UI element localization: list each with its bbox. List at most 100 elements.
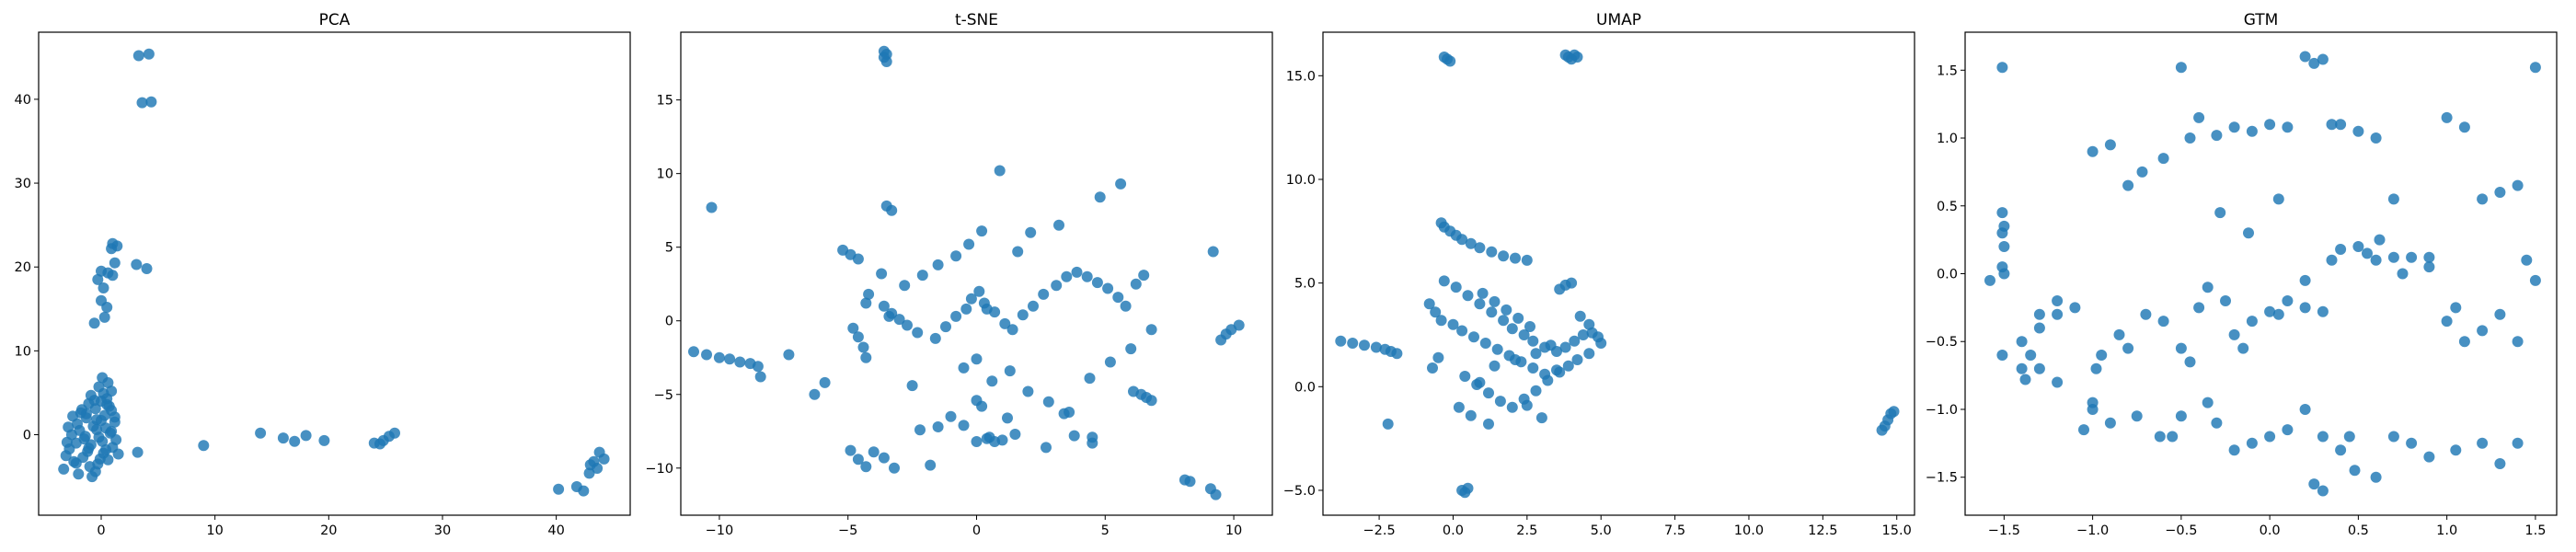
data-point bbox=[1138, 270, 1150, 282]
data-point bbox=[986, 375, 998, 387]
data-point bbox=[2458, 336, 2470, 348]
x-tick-label: 10 bbox=[206, 523, 223, 538]
data-point bbox=[2131, 410, 2143, 422]
data-point bbox=[1430, 306, 1442, 318]
data-point bbox=[1042, 396, 1054, 408]
points-layer bbox=[58, 48, 610, 497]
data-point bbox=[1004, 365, 1016, 377]
data-point bbox=[2335, 244, 2347, 255]
data-point bbox=[2211, 417, 2223, 429]
data-point bbox=[1574, 310, 1586, 322]
data-point bbox=[899, 280, 911, 292]
data-point bbox=[94, 453, 106, 465]
data-point bbox=[132, 50, 144, 62]
data-point bbox=[60, 450, 72, 462]
y-tick-label: 5.0 bbox=[1294, 277, 1316, 292]
data-point bbox=[1456, 234, 1468, 246]
data-point bbox=[2096, 350, 2108, 361]
data-point bbox=[2317, 485, 2329, 497]
data-point bbox=[1542, 374, 1554, 386]
y-tick-label: −5.0 bbox=[1283, 484, 1316, 499]
data-point bbox=[91, 424, 103, 435]
data-point bbox=[713, 351, 725, 363]
data-point bbox=[1233, 319, 1245, 331]
data-point bbox=[2529, 62, 2541, 74]
data-point bbox=[1112, 292, 1124, 304]
data-point bbox=[925, 459, 937, 471]
data-point bbox=[2193, 302, 2205, 314]
data-point bbox=[724, 353, 736, 365]
data-point bbox=[1210, 489, 1222, 500]
data-point bbox=[857, 341, 869, 353]
data-point bbox=[2529, 274, 2541, 286]
data-point bbox=[994, 165, 1006, 177]
data-point bbox=[2033, 308, 2045, 320]
y-tick-label: −1.5 bbox=[1926, 471, 1958, 486]
data-point bbox=[847, 322, 859, 334]
data-point bbox=[1025, 226, 1037, 238]
data-point bbox=[1566, 277, 1578, 289]
data-point bbox=[2450, 302, 2462, 314]
data-point bbox=[1102, 282, 1114, 294]
plot-title: GTM bbox=[2244, 11, 2279, 29]
data-point bbox=[1506, 323, 1518, 335]
y-tick-label: 10.0 bbox=[1286, 173, 1316, 188]
data-point bbox=[1120, 300, 1132, 312]
data-point bbox=[819, 376, 831, 388]
data-point bbox=[845, 444, 857, 456]
data-point bbox=[2202, 282, 2214, 293]
data-point bbox=[1053, 219, 1064, 231]
data-point bbox=[1996, 227, 2008, 239]
data-point bbox=[1527, 335, 1539, 347]
data-point bbox=[2282, 121, 2294, 133]
data-point bbox=[754, 371, 766, 383]
data-point bbox=[1474, 376, 1486, 388]
y-tick-label: 1.5 bbox=[1937, 63, 1958, 78]
data-point bbox=[973, 285, 985, 297]
data-point bbox=[1423, 298, 1435, 310]
data-point bbox=[1459, 371, 1471, 382]
x-tick-label: 5 bbox=[1101, 523, 1110, 538]
data-point bbox=[109, 257, 121, 269]
data-point bbox=[2387, 431, 2399, 443]
data-point bbox=[1501, 304, 1512, 316]
x-tick-label: 0.0 bbox=[1443, 523, 1464, 538]
data-point bbox=[106, 425, 118, 437]
data-point bbox=[1583, 318, 1595, 330]
data-point bbox=[2087, 404, 2099, 415]
data-point bbox=[932, 421, 944, 432]
data-point bbox=[98, 311, 110, 323]
data-point bbox=[1094, 191, 1106, 203]
data-point bbox=[61, 436, 73, 448]
data-point bbox=[2370, 471, 2382, 483]
data-point bbox=[1510, 252, 1521, 264]
data-point bbox=[1091, 277, 1103, 289]
data-point bbox=[2078, 424, 2089, 436]
data-point bbox=[79, 431, 91, 443]
data-point bbox=[2282, 295, 2294, 306]
data-point bbox=[2272, 193, 2284, 205]
x-tick-label: 40 bbox=[547, 523, 564, 538]
data-point bbox=[1569, 335, 1581, 347]
data-point bbox=[2214, 207, 2226, 219]
data-point bbox=[2246, 437, 2258, 449]
data-point bbox=[1061, 270, 1073, 282]
data-point bbox=[2512, 437, 2524, 449]
data-point bbox=[950, 250, 962, 262]
data-point bbox=[2349, 465, 2361, 477]
data-point bbox=[1058, 408, 1070, 420]
data-point bbox=[878, 300, 890, 312]
data-point bbox=[2090, 362, 2102, 374]
data-point bbox=[2477, 325, 2489, 337]
data-point bbox=[945, 410, 957, 422]
data-point bbox=[2184, 356, 2196, 368]
data-point bbox=[914, 424, 926, 436]
data-point bbox=[989, 436, 1001, 447]
plot-title: UMAP bbox=[1596, 11, 1641, 29]
data-point bbox=[1391, 348, 1403, 360]
data-point bbox=[2264, 119, 2276, 131]
data-point bbox=[2343, 431, 2355, 443]
data-point bbox=[688, 346, 699, 358]
x-tick-label: 5.0 bbox=[1591, 523, 1612, 538]
